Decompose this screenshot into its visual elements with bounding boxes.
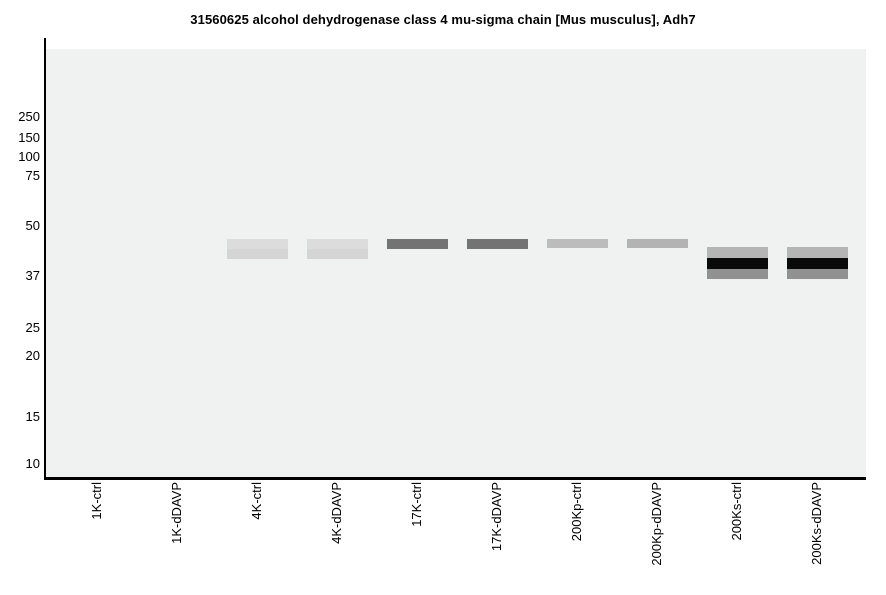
y-tick-label: 15: [25, 409, 40, 424]
x-lane-label: 1K-ctrl: [89, 482, 104, 520]
x-lane-label: 200Ks-dDAVP: [809, 482, 824, 565]
y-axis-line: [44, 38, 46, 480]
band-segment: [786, 258, 848, 269]
y-tick-label: 25: [25, 320, 40, 335]
band-segment: [306, 249, 368, 259]
band-segment: [226, 249, 288, 259]
y-tick-label: 10: [25, 456, 40, 471]
plot-area: [46, 49, 866, 477]
band-segment: [626, 239, 688, 248]
y-tick-label: 20: [25, 348, 40, 363]
y-tick-label: 50: [25, 218, 40, 233]
x-lane-label: 1K-dDAVP: [169, 482, 184, 544]
x-lane-label: 200Ks-ctrl: [729, 482, 744, 541]
x-lane-label: 4K-ctrl: [249, 482, 264, 520]
band-segment: [226, 239, 288, 249]
y-tick-label: 150: [18, 130, 40, 145]
y-tick-label: 75: [25, 168, 40, 183]
y-tick-label: 250: [18, 109, 40, 124]
y-tick-label: 37: [25, 268, 40, 283]
figure-title: 31560625 alcohol dehydrogenase class 4 m…: [190, 12, 696, 27]
x-axis-line: [44, 477, 866, 480]
band-segment: [706, 258, 768, 269]
x-lane-label: 17K-dDAVP: [489, 482, 504, 552]
x-lane-label: 200Kp-dDAVP: [649, 482, 664, 566]
band-segment: [786, 247, 848, 258]
band-segment: [706, 247, 768, 258]
x-lane-label: 4K-dDAVP: [329, 482, 344, 544]
y-tick-label: 100: [18, 149, 40, 164]
x-lane-label: 17K-ctrl: [409, 482, 424, 527]
band-segment: [386, 239, 448, 249]
band-segment: [466, 239, 528, 249]
x-lane-label: 200Kp-ctrl: [569, 482, 584, 542]
band-segment: [306, 239, 368, 249]
band-segment: [546, 239, 608, 248]
band-segment: [786, 269, 848, 279]
band-segment: [706, 269, 768, 279]
